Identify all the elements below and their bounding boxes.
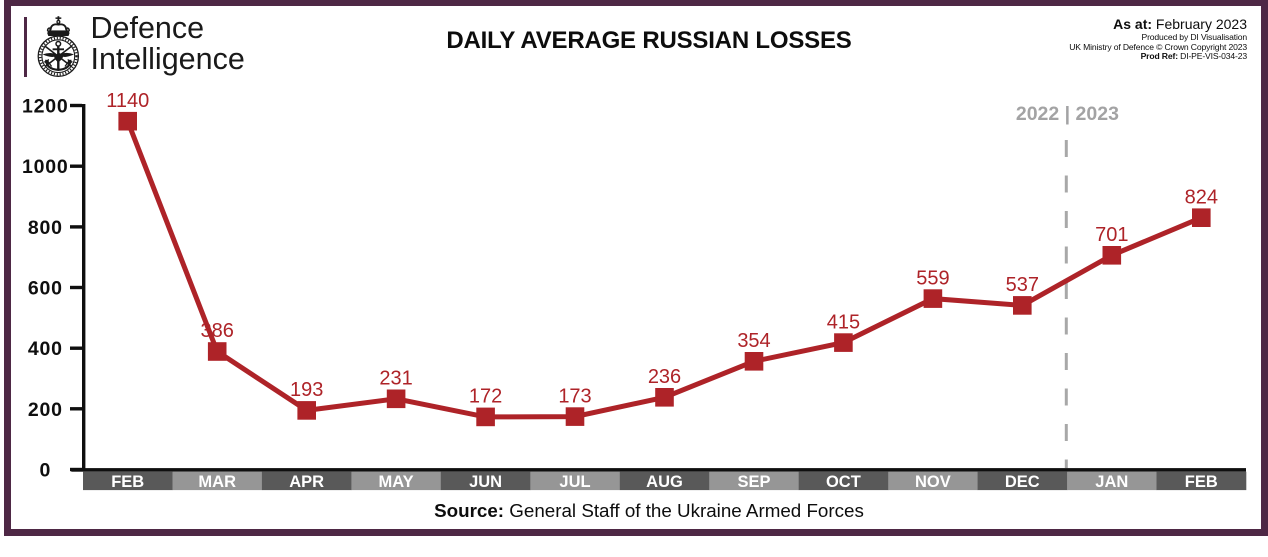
svg-text:173: 173 — [558, 385, 591, 407]
svg-text:600: 600 — [28, 278, 63, 300]
svg-text:236: 236 — [648, 366, 681, 388]
svg-text:1140: 1140 — [106, 90, 149, 112]
svg-text:193: 193 — [290, 379, 323, 401]
svg-text:1200: 1200 — [22, 96, 69, 118]
svg-text:537: 537 — [1006, 274, 1039, 296]
svg-text:MAR: MAR — [198, 473, 236, 491]
svg-text:701: 701 — [1095, 224, 1128, 246]
svg-text:354: 354 — [737, 330, 770, 352]
svg-text:1000: 1000 — [22, 156, 69, 178]
svg-text:559: 559 — [916, 267, 949, 289]
svg-text:172: 172 — [469, 386, 502, 408]
svg-text:JUN: JUN — [469, 473, 502, 491]
svg-text:FEB: FEB — [111, 473, 144, 491]
svg-text:APR: APR — [289, 473, 324, 491]
svg-text:400: 400 — [28, 338, 63, 360]
svg-text:JUL: JUL — [559, 473, 590, 491]
svg-text:AUG: AUG — [646, 473, 683, 491]
svg-text:NOV: NOV — [915, 473, 951, 491]
svg-text:MAY: MAY — [379, 473, 414, 491]
svg-text:FEB: FEB — [1185, 473, 1218, 491]
svg-text:DEC: DEC — [1005, 473, 1040, 491]
svg-text:0: 0 — [39, 460, 51, 482]
svg-text:231: 231 — [379, 368, 412, 390]
svg-text:OCT: OCT — [826, 473, 861, 491]
svg-text:2022 | 2023: 2022 | 2023 — [1016, 103, 1119, 125]
svg-text:800: 800 — [28, 217, 63, 239]
svg-text:415: 415 — [827, 311, 860, 333]
svg-text:SEP: SEP — [737, 473, 770, 491]
svg-text:386: 386 — [201, 320, 234, 342]
svg-text:824: 824 — [1185, 186, 1218, 208]
svg-text:JAN: JAN — [1095, 473, 1128, 491]
svg-text:200: 200 — [28, 399, 63, 421]
